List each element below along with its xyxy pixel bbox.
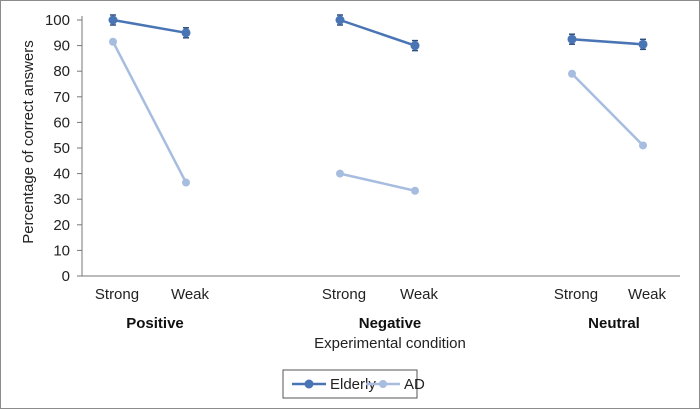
y-tick-label: 0 [62, 268, 70, 285]
x-axis-label: Experimental condition [314, 335, 466, 352]
y-tick-label: 20 [53, 217, 70, 234]
series-line-segment [340, 20, 415, 46]
category-label: Strong [554, 286, 598, 303]
series-line-segment [113, 42, 186, 183]
data-point [411, 187, 419, 195]
legend-marker [305, 380, 314, 389]
series-ad [109, 38, 647, 195]
y-tick-label: 60 [53, 114, 70, 131]
data-point [411, 41, 420, 50]
group-label: Negative [359, 315, 422, 332]
y-tick-label: 70 [53, 89, 70, 106]
data-point [639, 40, 648, 49]
category-label: Weak [400, 286, 439, 303]
data-point [109, 38, 117, 46]
y-tick-label: 100 [45, 12, 70, 29]
group-label: Positive [126, 315, 184, 332]
data-point [568, 70, 576, 78]
y-tick-label: 40 [53, 166, 70, 183]
category-label: Weak [171, 286, 210, 303]
data-point [182, 28, 191, 37]
y-tick-labels: 0 10 20 30 40 50 60 70 80 90 100 [45, 12, 70, 285]
data-point [639, 141, 647, 149]
series-line-segment [340, 174, 415, 191]
y-tick-label: 80 [53, 63, 70, 80]
legend-marker [379, 380, 387, 388]
y-tick-label: 50 [53, 140, 70, 157]
data-point [568, 35, 577, 44]
y-tick-label: 30 [53, 191, 70, 208]
series-line-segment [572, 39, 643, 44]
series-line-segment [113, 20, 186, 33]
group-label: Neutral [588, 315, 640, 332]
category-label: Weak [628, 286, 667, 303]
group-labels: Positive Negative Neutral [126, 315, 640, 332]
category-labels: Strong Weak Strong Weak Strong Weak [95, 286, 667, 303]
y-tick-label: 90 [53, 38, 70, 55]
category-label: Strong [322, 286, 366, 303]
y-axis-label: Percentage of correct answers [20, 40, 37, 243]
legend-label: AD [404, 376, 425, 393]
data-point [182, 179, 190, 187]
category-label: Strong [95, 286, 139, 303]
y-tick-label: 10 [53, 242, 70, 259]
legend: Elderly AD [283, 370, 425, 398]
data-point [336, 16, 345, 25]
line-chart: 0 10 20 30 40 50 60 70 80 90 100 Strong Weak Strong W… [0, 0, 700, 409]
data-point [336, 170, 344, 178]
data-point [109, 16, 118, 25]
series-line-segment [572, 74, 643, 146]
series-layer [109, 15, 648, 195]
series-elderly [109, 15, 648, 51]
